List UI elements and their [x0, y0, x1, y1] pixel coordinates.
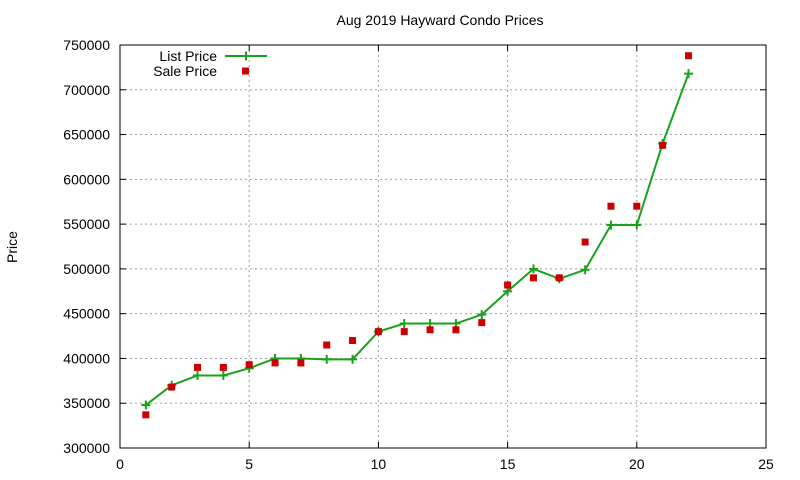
legend-label-sale-price: Sale Price — [153, 63, 217, 79]
data-point-sale-price — [245, 361, 253, 369]
data-point-sale-price — [426, 326, 434, 334]
x-tick-label: 5 — [245, 456, 253, 472]
data-point-sale-price — [607, 202, 615, 210]
y-tick-label: 550000 — [63, 216, 110, 232]
chart-title: Aug 2019 Hayward Condo Prices — [336, 12, 543, 28]
data-point-list-price — [632, 220, 642, 230]
data-point-sale-price — [271, 359, 279, 367]
data-point-list-price — [528, 264, 538, 274]
data-point-sale-price — [659, 141, 667, 149]
data-point-sale-price — [168, 383, 176, 391]
data-point-sale-price — [478, 319, 486, 327]
y-tick-label: 500000 — [63, 261, 110, 277]
data-point-list-price — [218, 370, 228, 380]
y-tick-label: 400000 — [63, 350, 110, 366]
data-point-sale-price — [555, 274, 563, 282]
x-tick-label: 25 — [758, 456, 774, 472]
data-point-list-price — [606, 220, 616, 230]
axis-ticks: 0 5 10 15 20 25 300000 350000 400000 450000 500000… — [63, 37, 774, 472]
y-tick-label: 700000 — [63, 82, 110, 98]
data-point-sale-price — [374, 328, 382, 336]
data-point-sale-price — [452, 326, 460, 334]
data-point-sale-price — [297, 359, 305, 367]
data-point-list-price — [322, 354, 332, 364]
x-tick-label: 15 — [500, 456, 516, 472]
data-point-sale-price — [684, 52, 692, 60]
data-point-sale-price — [219, 363, 227, 371]
data-point-list-price — [683, 69, 693, 79]
data-point-sale-price — [529, 274, 537, 282]
data-point-list-price — [193, 370, 203, 380]
y-tick-label: 350000 — [63, 395, 110, 411]
x-tick-label: 20 — [629, 456, 645, 472]
series-line-list-price — [145, 73, 690, 406]
data-point-list-price — [399, 319, 409, 329]
y-tick-label: 600000 — [63, 171, 110, 187]
x-tick-label: 0 — [116, 456, 124, 472]
plot-border — [119, 44, 767, 449]
data-point-list-price — [580, 265, 590, 275]
series-layer — [141, 52, 693, 419]
legend-marker-list-price — [241, 51, 251, 61]
data-point-sale-price — [504, 281, 512, 289]
data-point-list-price — [141, 400, 151, 410]
data-point-sale-price — [633, 202, 641, 210]
y-axis-label: Price — [4, 231, 20, 263]
data-point-sale-price — [349, 337, 357, 345]
data-point-sale-price — [142, 411, 150, 419]
y-tick-label: 750000 — [63, 37, 110, 53]
data-point-sale-price — [194, 363, 202, 371]
data-point-sale-price — [581, 238, 589, 246]
x-tick-label: 10 — [371, 456, 387, 472]
data-point-sale-price — [400, 328, 408, 336]
y-tick-label: 650000 — [63, 127, 110, 143]
legend-marker-sale-price — [242, 67, 249, 75]
data-point-list-price — [477, 310, 487, 320]
data-point-sale-price — [323, 341, 331, 349]
legend: List Price Sale Price — [153, 48, 267, 79]
y-tick-label: 450000 — [63, 306, 110, 322]
y-tick-label: 300000 — [63, 440, 110, 456]
legend-label-list-price: List Price — [159, 48, 217, 64]
grid — [120, 45, 766, 448]
data-point-list-price — [348, 354, 358, 364]
